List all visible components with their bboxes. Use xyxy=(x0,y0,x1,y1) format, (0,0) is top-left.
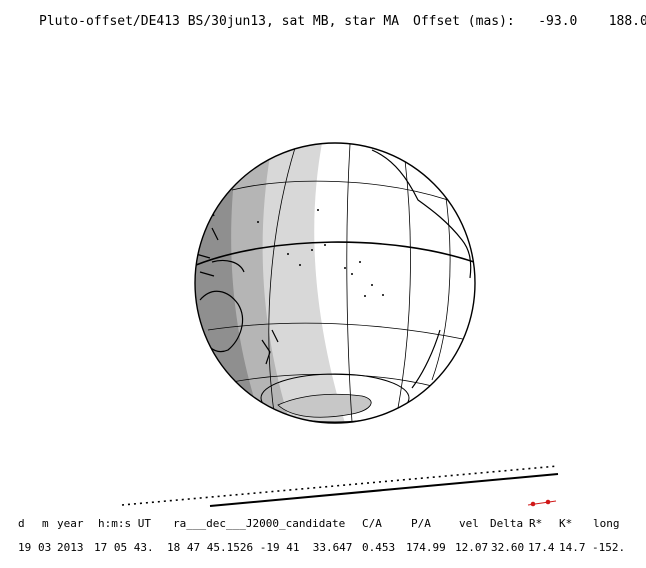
island-dot xyxy=(324,244,326,246)
value-time: 17 05 43. xyxy=(94,541,154,554)
island-dot xyxy=(364,295,366,297)
star-marker-dot xyxy=(530,501,536,507)
col-header-r-mag: R* xyxy=(529,517,543,530)
value-month: 03 xyxy=(38,541,52,554)
value-k-mag: 14.7 xyxy=(559,541,586,554)
col-header-coordinates: ra___dec___J2000_candidate xyxy=(173,517,346,530)
graticule xyxy=(207,143,469,423)
meridian-3 xyxy=(397,159,411,409)
offset-readout: Offset (mas): -93.0 188.0 xyxy=(413,14,646,29)
value-long: -152. xyxy=(592,541,626,554)
parallel-south-60 xyxy=(231,373,441,389)
value-ca: 0.453 xyxy=(362,541,396,554)
shadow-path-limit xyxy=(121,465,559,506)
parallel-south-30 xyxy=(207,322,469,341)
offset-dec-value: 188.0 xyxy=(608,14,646,29)
col-header-month: m xyxy=(42,517,49,530)
island-dot xyxy=(287,253,289,255)
island-dot xyxy=(359,261,361,263)
north-america-coast xyxy=(371,149,472,279)
island-dot xyxy=(371,284,373,286)
value-year: 2013 xyxy=(57,541,84,554)
island-dot xyxy=(351,273,353,275)
star-marker-dot xyxy=(545,499,551,505)
col-header-day: d xyxy=(18,517,25,530)
globe-outline xyxy=(194,142,476,424)
antarctica-outline xyxy=(260,373,410,423)
col-header-ca: C/A xyxy=(362,517,382,530)
col-header-year: year xyxy=(57,517,84,530)
island-dot xyxy=(344,267,346,269)
south-america-coast xyxy=(411,329,441,389)
meridian-1 xyxy=(268,147,296,421)
col-header-k-mag: K* xyxy=(559,517,573,530)
value-day: 19 xyxy=(18,541,32,554)
value-r-mag: 17.4 xyxy=(528,541,555,554)
island-dot xyxy=(317,209,319,211)
col-header-delta: Delta xyxy=(490,517,524,530)
new-zealand-coast xyxy=(261,329,279,365)
twilight-band-light xyxy=(250,143,345,423)
meridian-4 xyxy=(431,189,451,381)
offset-label: Offset (mas): xyxy=(413,14,515,29)
island-dot xyxy=(382,294,384,296)
meridian-2 xyxy=(346,143,353,423)
shadow-path-centre xyxy=(209,473,559,507)
value-delta: 32.60 xyxy=(491,541,525,554)
offset-ra-value: -93.0 xyxy=(538,14,578,29)
island-dot xyxy=(299,264,301,266)
equator-line xyxy=(195,241,475,266)
island-dot xyxy=(311,249,313,251)
chart-title: Pluto-offset/DE413 BS/30jun13, sat MB, s… xyxy=(39,14,400,29)
col-header-time: h:m:s UT xyxy=(98,517,151,530)
value-vel: 12.07 xyxy=(455,541,489,554)
value-pa: 174.99 xyxy=(406,541,446,554)
col-header-long: long xyxy=(593,517,620,530)
island-dot xyxy=(257,221,259,223)
col-header-pa: P/A xyxy=(411,517,431,530)
col-header-vel: vel xyxy=(459,517,479,530)
new-guinea-coast xyxy=(211,259,245,273)
value-coordinates: 18 47 45.1526 -19 41 33.647 xyxy=(167,541,353,554)
pacific-islands xyxy=(257,209,384,297)
parallel-north-30 xyxy=(231,180,449,201)
antarctica-landmass xyxy=(277,393,372,418)
